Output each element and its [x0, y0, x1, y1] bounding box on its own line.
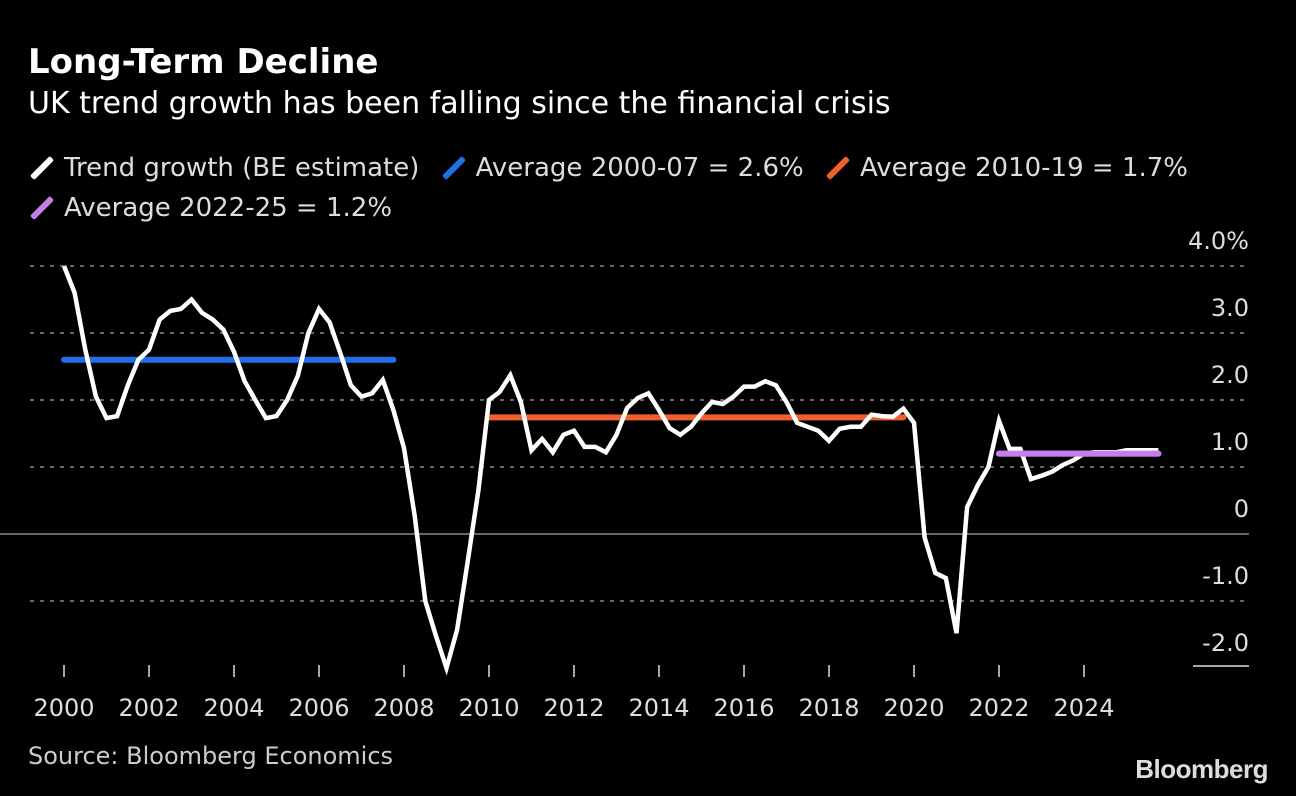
y-tick-label: -1.0	[1202, 562, 1249, 590]
legend: Trend growth (BE estimate) Average 2000-…	[30, 150, 1230, 230]
y-tick-label: 3.0	[1211, 294, 1249, 322]
legend-label-avg-2000-07: Average 2000-07 = 2.6%	[475, 153, 804, 183]
legend-label-avg-2022-25: Average 2022-25 = 1.2%	[64, 193, 393, 223]
y-tick-label: 2.0	[1211, 361, 1249, 389]
x-tick-label: 2020	[883, 694, 944, 722]
x-tick-label: 2016	[713, 694, 774, 722]
x-tick-label: 2008	[373, 694, 434, 722]
chart-title: Long-Term Decline	[28, 42, 379, 82]
y-tick-label: -2.0	[1202, 629, 1249, 657]
bloomberg-logo: Bloomberg	[1135, 754, 1268, 784]
x-tick-label: 2004	[203, 694, 264, 722]
legend-item-avg-2000-07: Average 2000-07 = 2.6%	[442, 150, 804, 186]
x-tick-label: 2002	[118, 694, 179, 722]
y-tick-label: 4.0%	[1188, 227, 1249, 255]
y-tick-label: 0	[1234, 495, 1249, 523]
x-tick-label: 2022	[968, 694, 1029, 722]
legend-item-avg-2010-19: Average 2010-19 = 1.7%	[826, 150, 1188, 186]
legend-label-trend: Trend growth (BE estimate)	[64, 153, 420, 183]
legend-label-avg-2010-19: Average 2010-19 = 1.7%	[859, 153, 1189, 183]
x-tick-label: 2006	[288, 694, 349, 722]
y-tick-label: 1.0	[1211, 428, 1249, 456]
chart-subtitle: UK trend growth has been falling since t…	[28, 86, 891, 121]
legend-item-avg-2022-25: Average 2022-25 = 1.2%	[30, 190, 392, 226]
x-tick-label: 2012	[543, 694, 604, 722]
x-tick-label: 2014	[628, 694, 689, 722]
x-tick-label: 2018	[798, 694, 859, 722]
legend-item-trend: Trend growth (BE estimate)	[30, 150, 419, 186]
source-note: Source: Bloomberg Economics	[28, 742, 394, 770]
x-tick-label: 2010	[458, 694, 519, 722]
x-tick-label: 2024	[1053, 694, 1114, 722]
x-tick-label: 2000	[33, 694, 94, 722]
trend-growth-line	[61, 265, 1159, 676]
